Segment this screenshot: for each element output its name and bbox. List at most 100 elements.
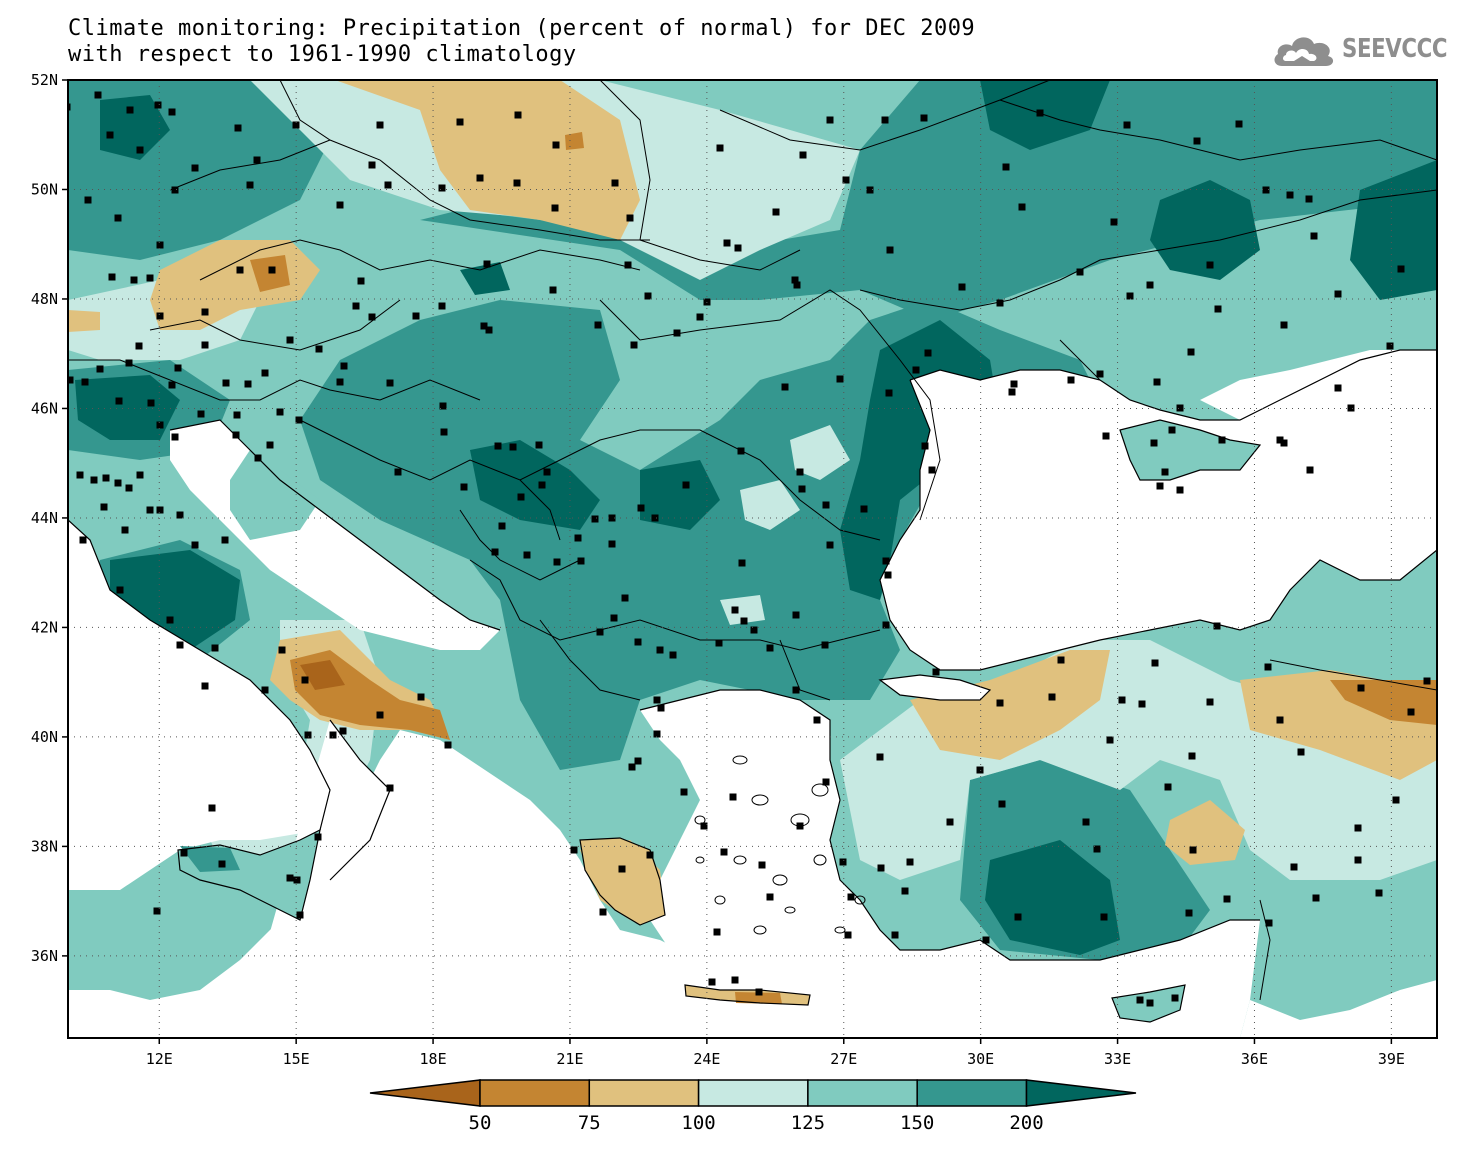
station-marker bbox=[1096, 370, 1104, 378]
station-marker bbox=[295, 416, 303, 424]
station-marker bbox=[286, 336, 294, 344]
station-marker bbox=[796, 822, 804, 830]
station-markers bbox=[68, 91, 1431, 1007]
lat-tick-label: 52N bbox=[31, 71, 58, 89]
station-marker bbox=[669, 651, 677, 659]
station-marker bbox=[610, 614, 618, 622]
station-marker bbox=[1076, 268, 1084, 276]
station-marker bbox=[860, 505, 868, 513]
station-marker bbox=[1276, 716, 1284, 724]
station-marker bbox=[156, 421, 164, 429]
station-marker bbox=[126, 106, 134, 114]
station-marker bbox=[125, 484, 133, 492]
colorbar-label: 125 bbox=[791, 1112, 825, 1134]
colorbar-label: 100 bbox=[681, 1112, 715, 1134]
station-marker bbox=[646, 851, 654, 859]
station-marker bbox=[376, 711, 384, 719]
station-marker bbox=[444, 741, 452, 749]
station-marker bbox=[1176, 404, 1184, 412]
station-marker bbox=[1187, 348, 1195, 356]
station-marker bbox=[368, 313, 376, 321]
station-marker bbox=[130, 276, 138, 284]
station-marker bbox=[1235, 120, 1243, 128]
station-marker bbox=[234, 124, 242, 132]
station-marker bbox=[1280, 321, 1288, 329]
station-marker bbox=[552, 141, 560, 149]
station-marker bbox=[996, 299, 1004, 307]
station-marker bbox=[76, 471, 84, 479]
station-marker bbox=[882, 621, 890, 629]
station-marker bbox=[1146, 281, 1154, 289]
station-marker bbox=[156, 506, 164, 514]
grid-lines bbox=[68, 80, 1437, 1038]
station-marker bbox=[839, 858, 847, 866]
lat-tick-label: 46N bbox=[31, 399, 58, 417]
station-marker bbox=[1264, 663, 1272, 671]
station-marker bbox=[901, 887, 909, 895]
station-marker bbox=[476, 174, 484, 182]
station-marker bbox=[750, 626, 758, 634]
lat-tick-label: 50N bbox=[31, 180, 58, 198]
station-marker bbox=[1008, 388, 1016, 396]
station-marker bbox=[1265, 919, 1273, 927]
station-marker bbox=[946, 818, 954, 826]
station-marker bbox=[304, 731, 312, 739]
logo-text: SEEVCCC bbox=[1342, 34, 1448, 64]
station-marker bbox=[266, 441, 274, 449]
station-marker bbox=[608, 514, 616, 522]
station-marker bbox=[1002, 163, 1010, 171]
station-marker bbox=[549, 286, 557, 294]
station-marker bbox=[1306, 466, 1314, 474]
colorbar-under-triangle bbox=[369, 1079, 481, 1107]
station-marker bbox=[1334, 290, 1342, 298]
station-marker bbox=[517, 493, 525, 501]
station-marker bbox=[781, 383, 789, 391]
station-marker bbox=[417, 693, 425, 701]
station-marker bbox=[156, 312, 164, 320]
station-marker bbox=[1305, 195, 1313, 203]
station-marker bbox=[1126, 292, 1134, 300]
station-marker bbox=[315, 345, 323, 353]
class-under-50-regions bbox=[300, 660, 345, 690]
station-marker bbox=[246, 181, 254, 189]
station-marker bbox=[1106, 736, 1114, 744]
colorbar-segment bbox=[588, 1079, 700, 1107]
latitude-axis: 52N 50N 48N 46N 44N 42N 40N 38N 36N bbox=[31, 71, 68, 965]
station-marker bbox=[106, 131, 114, 139]
station-marker bbox=[538, 481, 546, 489]
colorbar-segment bbox=[807, 1079, 918, 1107]
station-marker bbox=[211, 644, 219, 652]
station-marker bbox=[1218, 436, 1226, 444]
station-marker bbox=[222, 379, 230, 387]
station-marker bbox=[154, 101, 162, 109]
station-marker bbox=[866, 186, 874, 194]
station-marker bbox=[386, 784, 394, 792]
station-marker bbox=[485, 326, 493, 334]
station-marker bbox=[720, 848, 728, 856]
station-marker bbox=[438, 184, 446, 192]
station-marker bbox=[244, 380, 252, 388]
station-marker bbox=[1110, 218, 1118, 226]
station-marker bbox=[1286, 191, 1294, 199]
station-marker bbox=[1048, 693, 1056, 701]
station-marker bbox=[821, 641, 829, 649]
station-marker bbox=[514, 111, 522, 119]
station-marker bbox=[352, 302, 360, 310]
station-marker bbox=[932, 668, 940, 676]
station-marker bbox=[1153, 378, 1161, 386]
station-marker bbox=[384, 181, 392, 189]
station-marker bbox=[456, 118, 464, 126]
lon-tick-label: 36E bbox=[1241, 1050, 1268, 1068]
lon-tick-label: 21E bbox=[556, 1050, 583, 1068]
station-marker bbox=[740, 617, 748, 625]
station-marker bbox=[877, 864, 885, 872]
station-marker bbox=[958, 283, 966, 291]
map-title: Climate monitoring: Precipitation (perce… bbox=[68, 16, 975, 68]
colorbar-over-triangle bbox=[1025, 1079, 1137, 1107]
station-marker bbox=[1262, 186, 1270, 194]
station-marker bbox=[826, 541, 834, 549]
station-marker bbox=[201, 682, 209, 690]
station-marker bbox=[596, 628, 604, 636]
station-marker bbox=[657, 704, 665, 712]
